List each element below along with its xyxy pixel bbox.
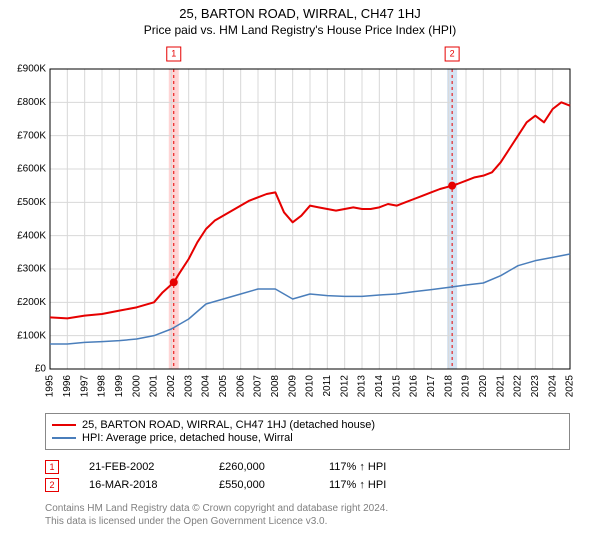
svg-text:2: 2 bbox=[450, 48, 455, 58]
svg-text:2013: 2013 bbox=[357, 375, 368, 398]
svg-text:2008: 2008 bbox=[270, 375, 281, 398]
svg-text:2014: 2014 bbox=[374, 375, 385, 398]
svg-text:2010: 2010 bbox=[305, 375, 316, 398]
svg-text:1995: 1995 bbox=[45, 375, 56, 398]
svg-text:2002: 2002 bbox=[166, 375, 177, 398]
transaction-date: 21-FEB-2002 bbox=[89, 461, 189, 473]
transaction-marker: 2 bbox=[45, 478, 59, 492]
transaction-date: 16-MAR-2018 bbox=[89, 479, 189, 491]
page-subtitle: Price paid vs. HM Land Registry's House … bbox=[0, 23, 600, 37]
svg-text:2016: 2016 bbox=[409, 375, 420, 398]
svg-text:2007: 2007 bbox=[253, 375, 264, 398]
legend-label: HPI: Average price, detached house, Wirr… bbox=[82, 432, 293, 444]
transaction-pct: 117% ↑ HPI bbox=[329, 479, 419, 491]
svg-text:£200K: £200K bbox=[17, 297, 46, 308]
svg-text:£900K: £900K bbox=[17, 64, 46, 75]
svg-text:2015: 2015 bbox=[391, 375, 402, 398]
svg-text:1996: 1996 bbox=[62, 375, 73, 398]
svg-text:£0: £0 bbox=[35, 364, 47, 375]
transaction-row: 1 21-FEB-2002 £260,000 117% ↑ HPI bbox=[45, 460, 570, 474]
legend-label: 25, BARTON ROAD, WIRRAL, CH47 1HJ (detac… bbox=[82, 419, 375, 431]
svg-text:2009: 2009 bbox=[287, 375, 298, 398]
svg-text:2004: 2004 bbox=[201, 375, 212, 398]
svg-text:2006: 2006 bbox=[235, 375, 246, 398]
legend-item: 25, BARTON ROAD, WIRRAL, CH47 1HJ (detac… bbox=[52, 419, 563, 431]
svg-text:£800K: £800K bbox=[17, 97, 46, 108]
svg-text:2018: 2018 bbox=[443, 375, 454, 398]
transaction-pct: 117% ↑ HPI bbox=[329, 461, 419, 473]
svg-text:2024: 2024 bbox=[547, 375, 558, 398]
svg-text:2003: 2003 bbox=[183, 375, 194, 398]
svg-text:£400K: £400K bbox=[17, 230, 46, 241]
price-chart: £0 £100K £200K £300K £400K £500K £600K £700K £80… bbox=[0, 39, 600, 409]
svg-text:2000: 2000 bbox=[131, 375, 142, 398]
footer-line: Contains HM Land Registry data © Crown c… bbox=[45, 502, 570, 515]
svg-text:1999: 1999 bbox=[114, 375, 125, 398]
svg-text:£300K: £300K bbox=[17, 264, 46, 275]
legend-swatch bbox=[52, 437, 76, 439]
svg-text:2012: 2012 bbox=[339, 375, 350, 398]
svg-text:2021: 2021 bbox=[495, 375, 506, 398]
transaction-price: £550,000 bbox=[219, 479, 299, 491]
svg-text:2025: 2025 bbox=[565, 375, 576, 398]
svg-text:2017: 2017 bbox=[426, 375, 437, 398]
footer-attribution: Contains HM Land Registry data © Crown c… bbox=[45, 502, 570, 528]
svg-text:£100K: £100K bbox=[17, 330, 46, 341]
svg-text:£600K: £600K bbox=[17, 164, 46, 175]
svg-text:1998: 1998 bbox=[97, 375, 108, 398]
svg-text:2020: 2020 bbox=[478, 375, 489, 398]
svg-text:2019: 2019 bbox=[461, 375, 472, 398]
svg-text:£500K: £500K bbox=[17, 197, 46, 208]
svg-text:2001: 2001 bbox=[149, 375, 160, 398]
svg-text:£700K: £700K bbox=[17, 130, 46, 141]
svg-text:2023: 2023 bbox=[530, 375, 541, 398]
legend-swatch bbox=[52, 424, 76, 426]
svg-text:1997: 1997 bbox=[79, 375, 90, 398]
transactions-table: 1 21-FEB-2002 £260,000 117% ↑ HPI 2 16-MAR-20… bbox=[45, 456, 570, 496]
svg-text:1: 1 bbox=[171, 48, 176, 58]
svg-text:2005: 2005 bbox=[218, 375, 229, 398]
legend-item: HPI: Average price, detached house, Wirr… bbox=[52, 432, 563, 444]
transaction-row: 2 16-MAR-2018 £550,000 117% ↑ HPI bbox=[45, 478, 570, 492]
page-title: 25, BARTON ROAD, WIRRAL, CH47 1HJ bbox=[0, 6, 600, 21]
svg-text:2022: 2022 bbox=[513, 375, 524, 398]
footer-line: This data is licensed under the Open Gov… bbox=[45, 515, 570, 528]
transaction-marker: 1 bbox=[45, 460, 59, 474]
transaction-price: £260,000 bbox=[219, 461, 299, 473]
svg-text:2011: 2011 bbox=[322, 375, 333, 397]
legend: 25, BARTON ROAD, WIRRAL, CH47 1HJ (detac… bbox=[45, 413, 570, 450]
